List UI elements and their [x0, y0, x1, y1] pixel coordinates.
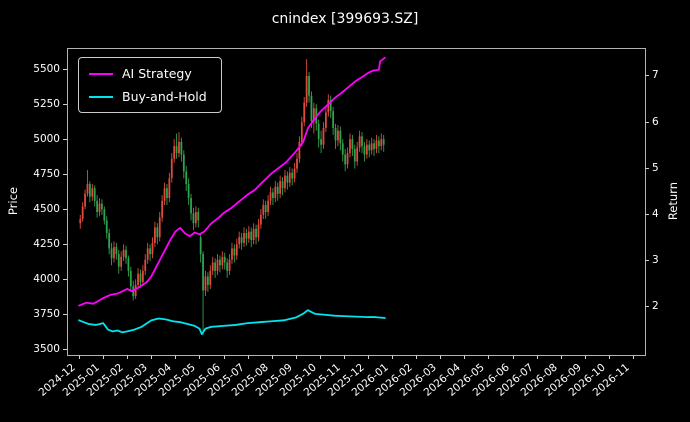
buy-and-hold-line-swatch — [89, 95, 113, 98]
ai-strategy-line-swatch — [89, 72, 113, 75]
y-tick-label-return: 7 — [652, 69, 659, 82]
y-axis-left-label: Price — [6, 187, 20, 216]
y-tick-label-price: 4500 — [33, 203, 60, 216]
y-tick-label-price: 3750 — [33, 308, 60, 321]
legend-label-buy-and-hold: Buy-and-Hold — [122, 89, 207, 104]
y-tick-label-price: 4000 — [33, 273, 60, 286]
legend-item-ai-strategy: AI Strategy — [89, 66, 207, 81]
y-axis-left-label-wrap: Price — [6, 48, 20, 355]
y-tick-label-price: 5000 — [33, 133, 60, 146]
legend-item-buy-and-hold: Buy-and-Hold — [89, 89, 207, 104]
y-tick-label-return: 5 — [652, 161, 659, 174]
y-tick-label-return: 4 — [652, 207, 659, 220]
y-tick-label-return: 3 — [652, 254, 659, 267]
legend: AI Strategy Buy-and-Hold — [78, 57, 222, 113]
legend-label-ai-strategy: AI Strategy — [122, 66, 192, 81]
y-tick-label-price: 4750 — [33, 168, 60, 181]
y-tick-label-return: 2 — [652, 300, 659, 313]
y-tick-label-price: 5250 — [33, 98, 60, 111]
chart-title: cnindex [399693.SZ] — [271, 11, 419, 27]
y-tick-label-price: 5500 — [33, 63, 60, 76]
y-tick-label-price: 3500 — [33, 343, 60, 356]
y-tick-label-price: 4250 — [33, 238, 60, 251]
y-tick-label-return: 6 — [652, 115, 659, 128]
